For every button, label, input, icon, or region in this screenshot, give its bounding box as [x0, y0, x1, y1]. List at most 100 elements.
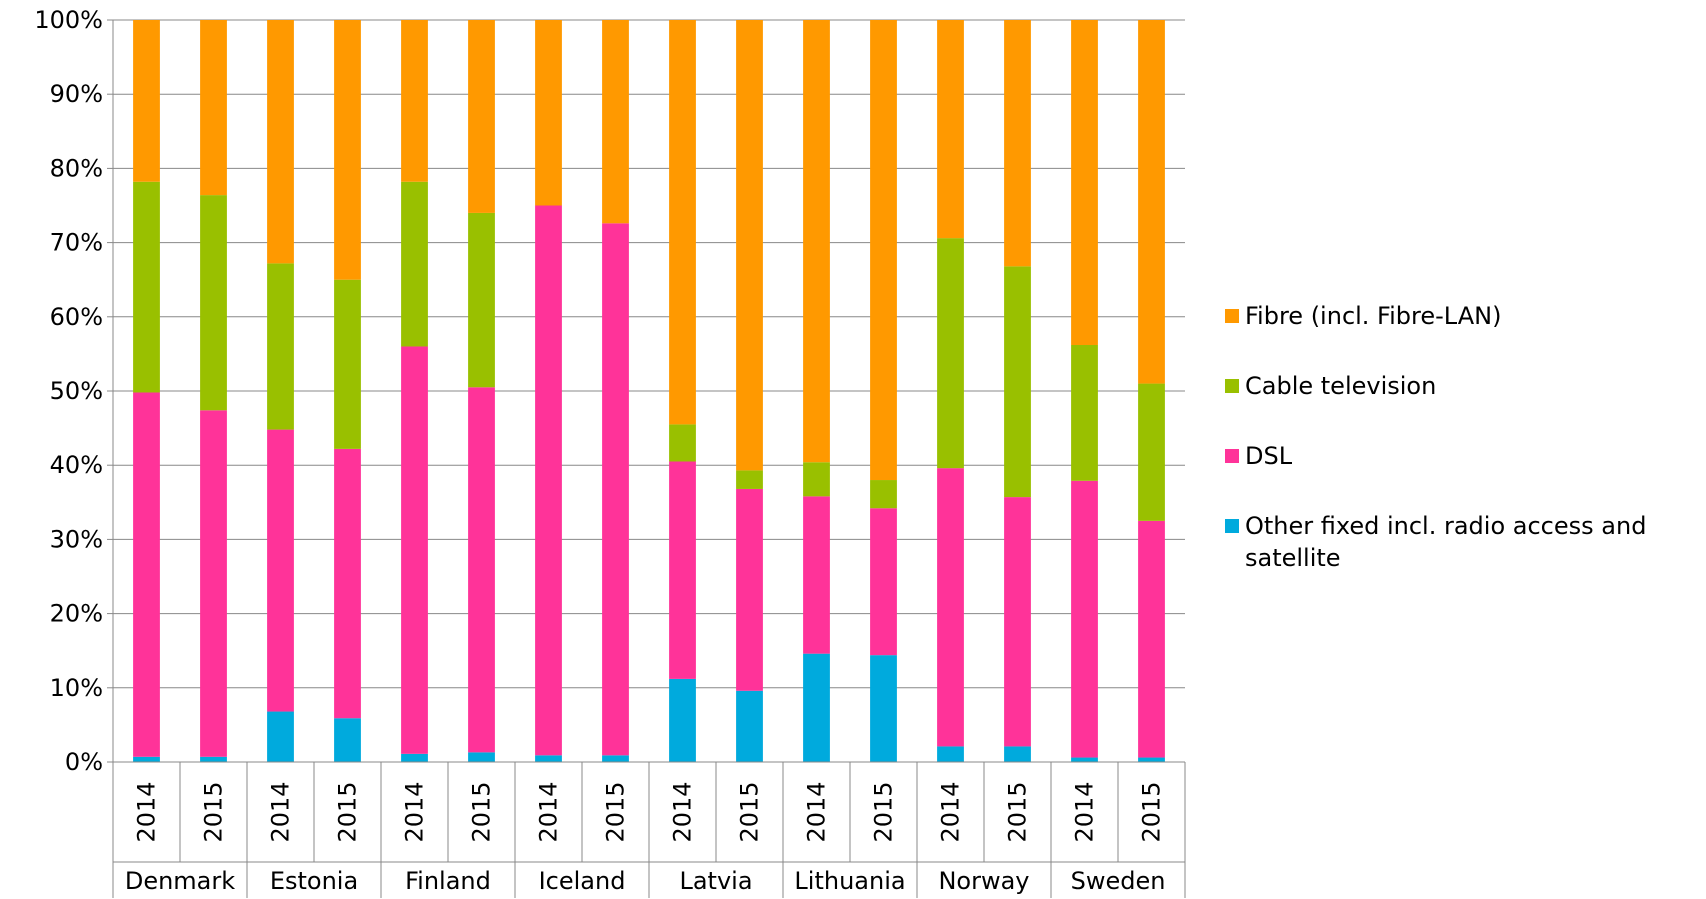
bar-segment — [736, 20, 763, 471]
bar-segment — [803, 653, 830, 762]
legend-swatch — [1225, 379, 1239, 393]
bar-segment — [736, 488, 763, 691]
bar-segment — [937, 238, 964, 469]
bar-segment — [401, 181, 428, 347]
x-tick-label: 2014 — [937, 781, 965, 842]
bar-segment — [669, 678, 696, 762]
bar-segment — [669, 20, 696, 425]
bar-segment — [1071, 344, 1098, 481]
bar-segment — [535, 755, 562, 762]
bar-segment — [535, 205, 562, 756]
bar-segment — [870, 508, 897, 656]
x-tick-label: 2015 — [468, 781, 496, 842]
bar-segment — [267, 429, 294, 712]
bar-segment — [1004, 497, 1031, 747]
y-tick-label: 60% — [50, 303, 103, 331]
bar-segment — [468, 20, 495, 213]
y-tick-label: 100% — [34, 6, 103, 34]
bar-segment — [334, 448, 361, 719]
bar-segment — [669, 461, 696, 679]
legend-label: Cable television — [1245, 372, 1437, 400]
bar-segment — [1138, 520, 1165, 758]
bar-segment — [1004, 266, 1031, 498]
legend-swatch — [1225, 519, 1239, 533]
group-label: Lithuania — [794, 867, 905, 895]
group-label: Sweden — [1071, 867, 1166, 895]
bar-segment — [267, 711, 294, 762]
bar-segment — [334, 20, 361, 280]
legend-label: DSL — [1245, 442, 1293, 470]
y-tick-label: 10% — [50, 674, 103, 702]
bar-segment — [937, 468, 964, 747]
y-tick-label: 20% — [50, 600, 103, 628]
bar-segment — [803, 20, 830, 463]
x-tick-label: 2015 — [334, 781, 362, 842]
bar-segment — [803, 496, 830, 654]
legend-label: Other fixed incl. radio access and satel… — [1245, 512, 1647, 572]
x-tick-label: 2015 — [736, 781, 764, 842]
x-tick-label: 2014 — [401, 781, 429, 842]
group-label: Denmark — [125, 867, 235, 895]
bar-segment — [334, 279, 361, 449]
y-tick-label: 40% — [50, 451, 103, 479]
bar-segment — [1138, 20, 1165, 384]
bar-segment — [1071, 757, 1098, 762]
bar-segment — [1071, 20, 1098, 345]
group-label: Iceland — [539, 867, 626, 895]
x-tick-label: 2014 — [267, 781, 295, 842]
bar-segment — [602, 20, 629, 224]
bar-segment — [870, 20, 897, 481]
bar-segment — [267, 263, 294, 430]
group-label: Finland — [405, 867, 491, 895]
bar-segment — [468, 752, 495, 762]
bar-segment — [1138, 383, 1165, 521]
x-tick-label: 2015 — [602, 781, 630, 842]
bar-segment — [602, 755, 629, 762]
y-tick-label: 70% — [50, 229, 103, 257]
y-tick-label: 90% — [50, 80, 103, 108]
bar-segment — [1004, 20, 1031, 267]
bar-segment — [133, 392, 160, 757]
group-label: Estonia — [270, 867, 358, 895]
legend-item: Other fixed incl. radio access and satel… — [1225, 510, 1695, 574]
y-tick-label: 0% — [65, 748, 103, 776]
x-tick-label: 2014 — [535, 781, 563, 842]
group-label: Latvia — [679, 867, 752, 895]
bar-segment — [870, 655, 897, 762]
bar-segment — [200, 410, 227, 757]
bar-segment — [1138, 757, 1165, 762]
legend-item: Cable television — [1225, 370, 1695, 402]
x-tick-label: 2014 — [1071, 781, 1099, 842]
y-tick-label: 80% — [50, 154, 103, 182]
bar-segment — [803, 462, 830, 497]
bar-segment — [200, 20, 227, 196]
bar-segment — [401, 346, 428, 754]
legend-label: Fibre (incl. Fibre-LAN) — [1245, 302, 1502, 330]
legend-swatch — [1225, 309, 1239, 323]
bar-segment — [200, 756, 227, 762]
bar-segment — [267, 20, 294, 264]
bar-segment — [1071, 480, 1098, 758]
bar-segment — [937, 20, 964, 239]
bar-segment — [133, 756, 160, 762]
bar-segment — [736, 470, 763, 489]
legend-swatch — [1225, 449, 1239, 463]
bar-segment — [937, 746, 964, 762]
x-tick-label: 2014 — [133, 781, 161, 842]
legend-item: Fibre (incl. Fibre-LAN) — [1225, 300, 1695, 332]
bar-segment — [133, 181, 160, 393]
y-tick-label: 50% — [50, 377, 103, 405]
bar-segment — [401, 753, 428, 762]
bar-segment — [736, 690, 763, 762]
bar-segment — [870, 480, 897, 509]
bar-segment — [1004, 746, 1031, 762]
x-tick-label: 2015 — [870, 781, 898, 842]
legend: Fibre (incl. Fibre-LAN) Cable television D… — [1225, 300, 1695, 612]
x-tick-label: 2015 — [200, 781, 228, 842]
bar-segment — [468, 387, 495, 753]
bar-segment — [535, 20, 562, 206]
y-tick-label: 30% — [50, 525, 103, 553]
x-tick-label: 2014 — [803, 781, 831, 842]
